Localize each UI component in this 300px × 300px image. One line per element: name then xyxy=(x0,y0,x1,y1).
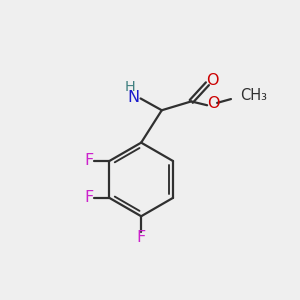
Text: F: F xyxy=(84,153,93,168)
Text: N: N xyxy=(128,90,140,105)
Text: CH₃: CH₃ xyxy=(240,88,267,103)
Text: F: F xyxy=(84,190,93,205)
Text: O: O xyxy=(206,73,219,88)
Text: F: F xyxy=(136,230,146,245)
Text: H: H xyxy=(124,80,135,94)
Text: O: O xyxy=(207,96,220,111)
